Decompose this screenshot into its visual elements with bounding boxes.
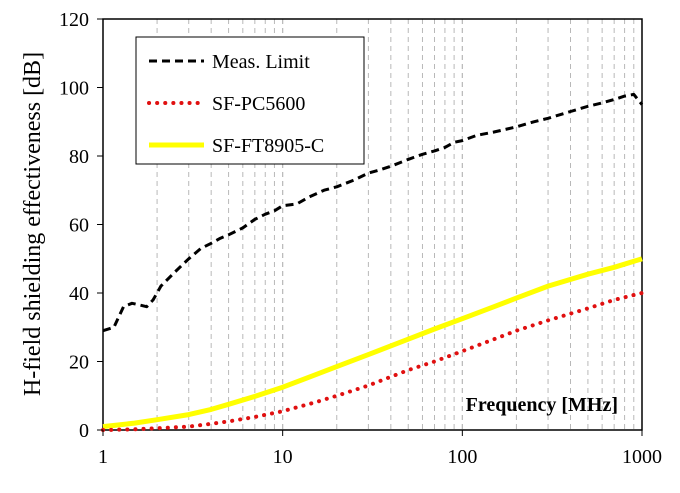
y-tick-label: 20 [69, 352, 89, 374]
legend-label: SF-PC5600 [212, 93, 305, 115]
series-line [102, 256, 643, 430]
series-layer [101, 92, 644, 432]
tick-layer: 1 10 100 1000 0 20 40 60 80 100 120 [59, 9, 662, 468]
y-tick-label: 80 [69, 146, 89, 168]
legend-label: SF-FT8905-C [212, 135, 324, 157]
x-tick-label: 1 [98, 446, 108, 468]
y-axis-title: H-field shielding effectiveness [dB] [20, 52, 46, 396]
y-tick-label: 60 [69, 215, 89, 237]
y-tick-label: 100 [59, 78, 89, 100]
y-tick-label: 40 [69, 283, 89, 305]
x-axis-annotation: Frequency [MHz] [466, 394, 618, 416]
y-tick-label: 120 [59, 9, 89, 31]
series-line [102, 92, 644, 333]
series-line [101, 291, 644, 432]
legend-label: Meas. Limit [212, 51, 310, 73]
x-tick-label: 1000 [622, 446, 662, 468]
y-tick-label: 0 [79, 420, 89, 442]
x-tick-label: 10 [273, 446, 293, 468]
x-tick-label: 100 [447, 446, 477, 468]
legend: Meas. Limit SF-PC5600 SF-FT8905-C [135, 36, 365, 165]
